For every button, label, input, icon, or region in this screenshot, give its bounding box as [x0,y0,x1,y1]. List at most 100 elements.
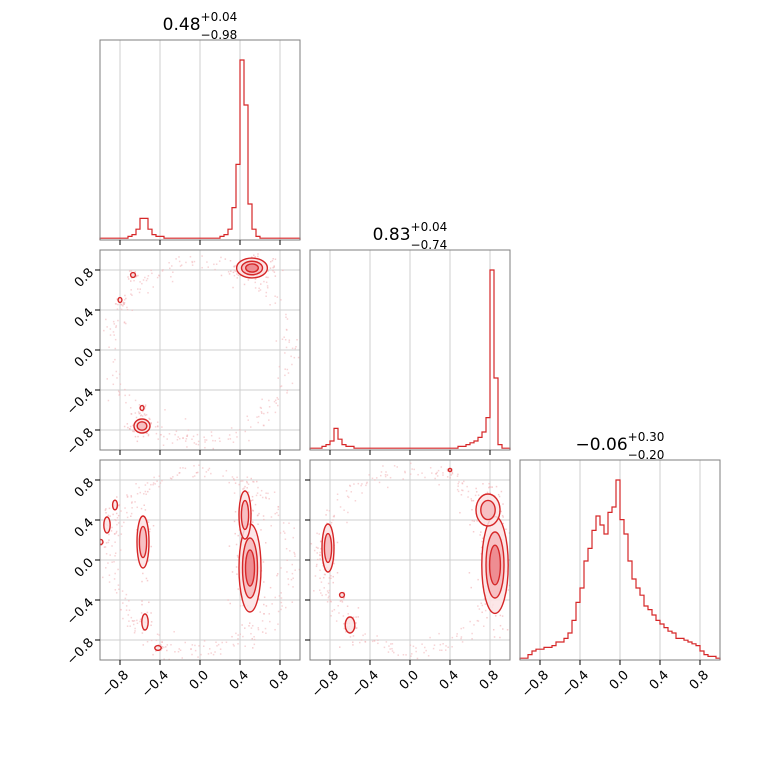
sample-point [227,438,230,440]
sample-point [481,540,483,543]
sample-point [442,474,444,476]
sample-point [137,411,140,413]
sample-point [323,587,325,589]
sample-point [285,328,288,331]
sample-point [130,496,133,498]
sample-point [193,465,195,467]
sample-point [336,499,339,501]
sample-point [142,435,145,438]
sample-point [460,636,463,638]
sample-point [287,583,290,586]
sample-point [237,274,240,277]
sample-point [260,283,262,285]
sample-point [130,293,132,295]
sample-point [150,621,153,623]
sample-point [316,532,318,535]
sample-point [279,532,282,534]
sample-point [282,530,285,533]
sample-point [488,482,490,485]
contour-level [244,263,259,273]
sample-point [480,531,482,533]
sample-point [117,390,120,392]
sample-point [259,289,262,291]
sample-point [355,622,357,624]
sample-point [105,553,108,555]
sample-point [133,631,136,634]
sample-point [232,441,235,443]
panel-content [103,250,300,450]
sample-point [148,530,151,533]
sample-point [257,598,260,600]
sample-point [266,411,269,414]
sample-point [147,433,150,436]
sample-point [410,462,412,465]
sample-point [234,270,237,272]
sample-point [293,551,295,554]
sample-point [263,412,265,415]
sample-point [237,588,239,590]
sample-point [263,581,265,583]
sample-point [244,645,246,647]
sample-point [145,414,148,416]
sample-point [416,657,419,660]
sample-point [438,483,440,486]
sample-point [345,631,347,633]
x-tick-label: 0.8 [687,668,712,693]
sample-point [125,401,127,404]
sample-point [276,396,278,399]
sample-point [446,468,449,471]
sample-point [204,439,206,441]
sample-point [103,546,106,548]
title-plus: +0.04 [201,10,238,24]
sample-point [141,415,144,417]
sample-point [120,303,123,306]
title-minus: −0.98 [201,28,238,42]
sample-point [322,576,325,579]
sample-point [142,493,145,495]
x-tick-label: −0.4 [139,668,172,701]
sample-point [393,465,396,467]
sample-point [132,620,134,622]
sample-point [236,277,238,279]
sample-point [469,524,471,526]
sample-point [474,494,477,497]
sample-point [492,628,495,631]
sample-point [146,579,149,582]
sample-point [246,487,248,489]
sample-point [376,635,378,637]
sample-point [502,516,504,518]
sample-point [233,520,236,523]
sample-point [125,609,128,611]
sample-point [131,294,133,296]
sample-point [179,467,182,469]
sample-point [150,483,152,486]
sample-point [296,339,298,341]
sample-point [117,534,120,537]
sample-point [163,646,165,649]
sample-point [118,588,120,591]
sample-point [180,264,183,266]
x-tick-label: 0.8 [477,668,502,693]
sample-point [343,622,345,625]
sample-point [191,260,193,263]
sample-point [203,436,205,438]
sample-point [144,490,147,493]
sample-point [470,499,473,502]
scatter-panel-2-1: −0.8 −0.4 0.0 0.4 0.8 [305,459,511,701]
sample-point [194,649,197,652]
sample-point [260,407,263,409]
sample-point [161,645,164,648]
sample-point [386,474,389,476]
sample-point [263,280,265,283]
sample-point [150,422,152,424]
sample-point [268,498,270,500]
sample-point [284,338,287,341]
sample-point [286,559,288,561]
sample-point [439,649,441,651]
sample-point [146,640,149,643]
sample-point [156,633,159,636]
sample-point [236,573,238,575]
sample-point [298,568,300,571]
sample-point [126,516,129,519]
sample-point [342,615,345,617]
